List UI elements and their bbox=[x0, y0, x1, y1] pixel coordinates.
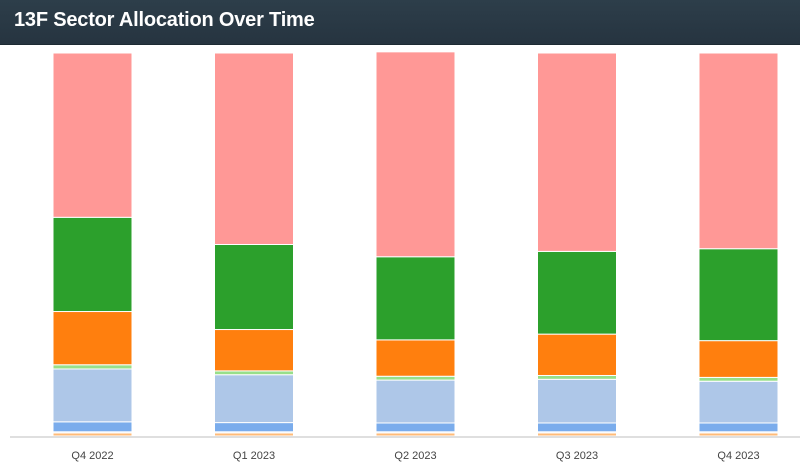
chart-header: 13F Sector Allocation Over Time bbox=[0, 0, 800, 45]
bar-segment bbox=[214, 244, 294, 331]
bar-segment bbox=[214, 422, 294, 433]
bar-segment bbox=[698, 380, 779, 424]
bar-segment bbox=[537, 250, 617, 335]
x-tick-label: Q3 2023 bbox=[556, 450, 598, 462]
chart-title: 13F Sector Allocation Over Time bbox=[14, 9, 315, 31]
bar-segment bbox=[698, 52, 779, 250]
bar-segment bbox=[537, 374, 617, 380]
chart-area: Q4 2022 Q1 2023 Q2 2023 Q3 2023 Q4 2023 bbox=[0, 44, 800, 466]
bar-segment bbox=[537, 333, 617, 376]
bar-segment bbox=[52, 368, 133, 423]
bar-segment bbox=[214, 329, 294, 372]
x-tick-label: Q4 2022 bbox=[71, 450, 113, 462]
bar-segment bbox=[214, 52, 294, 245]
bar-segment bbox=[52, 421, 133, 433]
bar-segment bbox=[375, 422, 456, 433]
bar-segment bbox=[214, 370, 294, 376]
bar-segment bbox=[698, 248, 779, 342]
bar-segment bbox=[52, 311, 133, 366]
x-tick-labels: Q4 2022 Q1 2023 Q2 2023 Q3 2023 Q4 2023 bbox=[71, 450, 759, 462]
x-tick-label: Q2 2023 bbox=[394, 450, 436, 462]
bars-group bbox=[52, 51, 779, 437]
bar-segment bbox=[698, 376, 779, 382]
bar-segment bbox=[52, 216, 133, 313]
bar-segment bbox=[375, 375, 456, 381]
bar-segment bbox=[375, 256, 456, 341]
bar-segment bbox=[537, 422, 617, 433]
x-tick-label: Q4 2023 bbox=[717, 450, 759, 462]
bar-segment bbox=[537, 378, 617, 424]
bar-segment bbox=[375, 339, 456, 377]
bar-segment bbox=[698, 340, 779, 378]
bar-segment bbox=[698, 422, 779, 433]
bar-segment bbox=[214, 374, 294, 424]
bar-segment bbox=[537, 52, 617, 252]
bar-segment bbox=[375, 379, 456, 424]
bar-segment bbox=[52, 52, 133, 218]
x-tick-label: Q1 2023 bbox=[233, 450, 275, 462]
bar-segment bbox=[375, 51, 456, 258]
stacked-bar-chart: Q4 2022 Q1 2023 Q2 2023 Q3 2023 Q4 2023 bbox=[10, 51, 800, 462]
bar-segment bbox=[52, 364, 133, 370]
